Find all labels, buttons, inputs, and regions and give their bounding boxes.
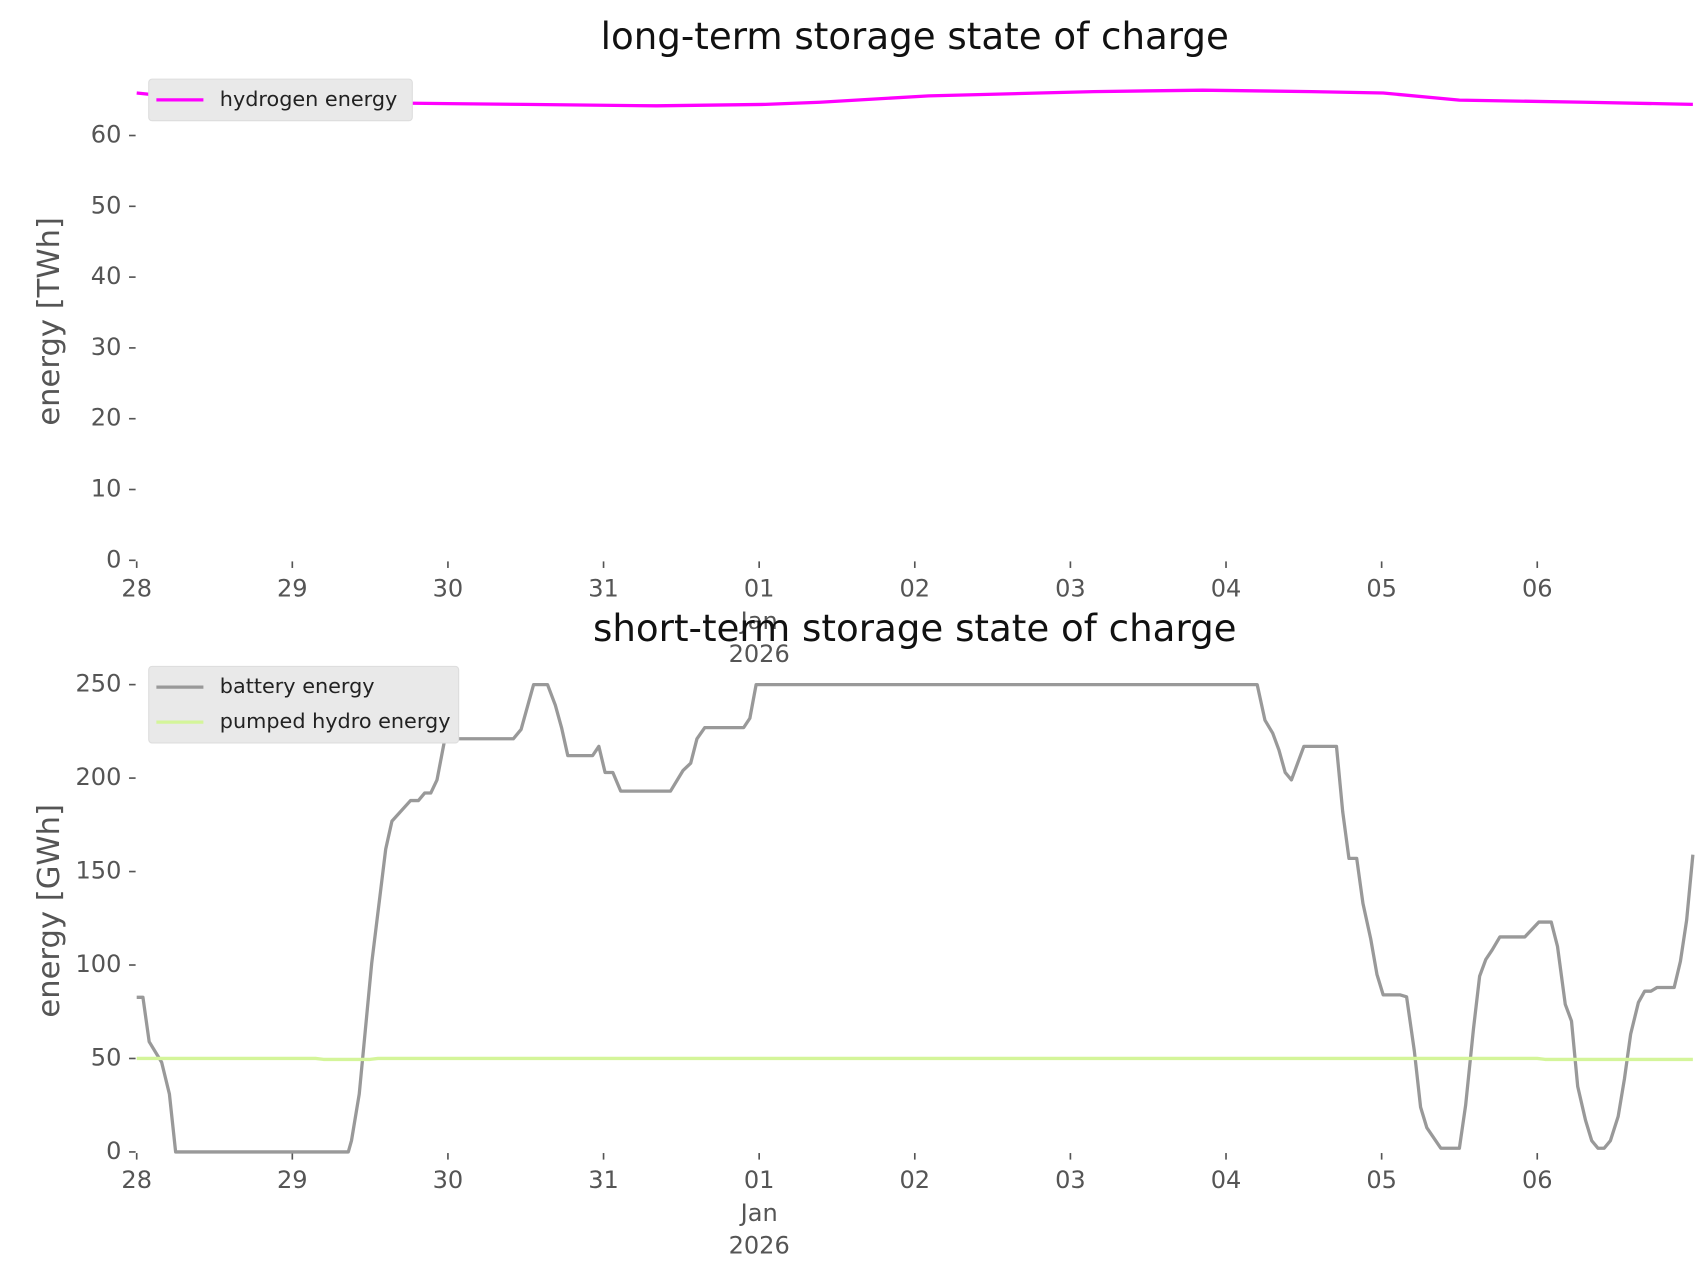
x-tick-label: 29 [277, 1166, 308, 1194]
x-tick-label: 01 Jan 2026 [729, 1166, 790, 1260]
x-tick-label: 04 [1211, 574, 1242, 602]
x-tick-label: 05 [1366, 574, 1397, 602]
x-tick-label: 30 [433, 574, 464, 602]
legend-box [148, 665, 460, 744]
y-tick-label: 30 [91, 333, 122, 361]
y-tick-label: 50 [91, 191, 122, 219]
x-tick-label: 30 [433, 1166, 464, 1194]
x-tick-label: 31 [588, 574, 619, 602]
legend-label: battery energy [220, 674, 375, 698]
y-tick-label: 0 [106, 1137, 121, 1165]
x-tick-label: 05 [1366, 1166, 1397, 1194]
x-tick-label: 29 [277, 574, 308, 602]
y-tick-label: 20 [91, 404, 122, 432]
y-axis-label: energy [GWh] [32, 804, 67, 1018]
legend-label: hydrogen energy [220, 87, 398, 111]
x-tick-label: 28 [121, 1166, 152, 1194]
x-tick-label: 03 [1055, 1166, 1086, 1194]
series-line [136, 1056, 1693, 1062]
legend-box [148, 78, 413, 122]
x-tick-label: 06 [1522, 574, 1553, 602]
x-tick-label: 02 [899, 574, 930, 602]
chart-title: long-term storage state of charge [601, 14, 1229, 58]
x-tick-label: 31 [588, 1166, 619, 1194]
x-tick-label: 06 [1522, 1166, 1553, 1194]
y-tick-label: 40 [91, 262, 122, 290]
y-axis-label: energy [TWh] [32, 217, 67, 426]
x-tick-label: 04 [1211, 1166, 1242, 1194]
x-tick-label: 03 [1055, 574, 1086, 602]
x-tick-label: 02 [899, 1166, 930, 1194]
series-line [136, 683, 1695, 1154]
chart-title: short-term storage state of charge [593, 606, 1237, 650]
y-tick-label: 0 [106, 545, 121, 573]
legend-label: pumped hydro energy [220, 709, 451, 733]
y-tick-label: 200 [75, 763, 121, 791]
y-tick-label: 150 [75, 857, 121, 885]
y-tick-label: 10 [91, 475, 122, 503]
y-tick-label: 50 [91, 1043, 122, 1071]
x-tick-label: 01 Jan 2026 [729, 574, 790, 668]
y-tick-label: 60 [91, 121, 122, 149]
x-tick-label: 28 [121, 574, 152, 602]
y-tick-label: 100 [75, 950, 121, 978]
y-tick-label: 250 [75, 670, 121, 698]
